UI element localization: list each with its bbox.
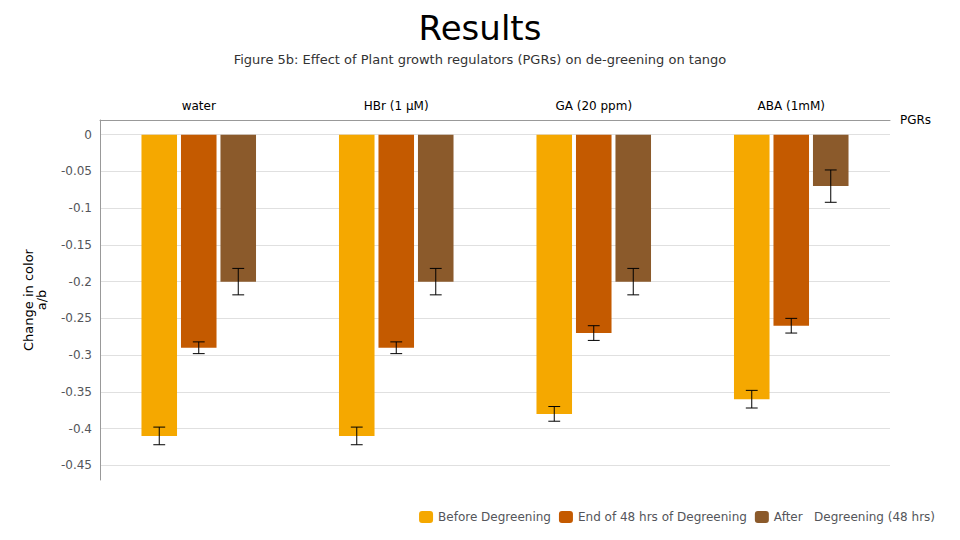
svg-text:End of 48 hrs of Degreening: End of 48 hrs of Degreening [578,510,747,524]
svg-text:water: water [182,99,216,113]
svg-text:ABA (1mM): ABA (1mM) [757,99,825,113]
svg-text:-0.05: -0.05 [61,164,92,178]
svg-text:After Degreening (48 hrs): After Degreening (48 hrs) [774,510,935,524]
svg-text:GA (20 ppm): GA (20 ppm) [555,99,632,113]
svg-text:Results: Results [419,8,542,48]
svg-text:-0.4: -0.4 [69,422,92,436]
svg-text:Before Degreening: Before Degreening [438,510,551,524]
svg-text:Change in color: Change in color [21,249,36,351]
svg-text:-0.2: -0.2 [69,275,92,289]
svg-text:0: 0 [84,128,92,142]
svg-text:HBr (1 μM): HBr (1 μM) [364,99,429,113]
svg-text:PGRs: PGRs [900,113,931,127]
svg-text:-0.45: -0.45 [61,458,92,472]
svg-text:Figure 5b: Effect of Plant gro: Figure 5b: Effect of Plant growth regula… [234,52,727,67]
svg-text:-0.1: -0.1 [69,201,92,215]
svg-text:a/b: a/b [34,290,49,311]
svg-text:-0.25: -0.25 [61,311,92,325]
svg-text:-0.3: -0.3 [69,348,92,362]
svg-text:-0.35: -0.35 [61,385,92,399]
svg-text:-0.15: -0.15 [61,238,92,252]
